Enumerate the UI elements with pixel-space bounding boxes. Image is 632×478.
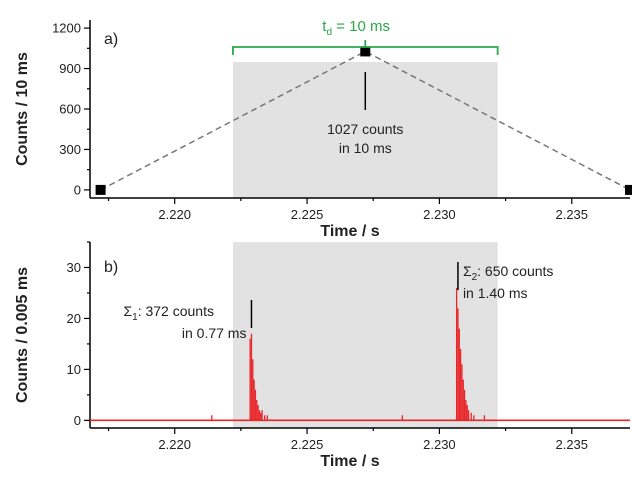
panel-a: 2.220 2.225 2.230 2.235 0 300 600 900 1200 Time /… — [14, 18, 632, 240]
y-tick-label: 30 — [67, 260, 81, 275]
x-tick-label: 2.235 — [555, 207, 588, 222]
y-tick-label: 600 — [59, 102, 81, 117]
data-point — [95, 184, 106, 195]
data-bar — [401, 415, 404, 421]
data-bar — [455, 287, 458, 421]
data-point — [625, 184, 632, 195]
y-axis-title: Counts / 10 ms — [14, 52, 31, 166]
data-bar — [459, 349, 462, 421]
data-bar — [463, 389, 466, 421]
x-axis-title: Time / s — [320, 223, 379, 240]
data-bar — [266, 415, 269, 421]
y-tick-label: 0 — [74, 413, 81, 428]
annotation-text: in 10 ms — [339, 140, 392, 156]
data-bar — [254, 389, 257, 421]
x-axis-title: Time / s — [320, 453, 379, 470]
x-tick-label: 2.235 — [555, 437, 588, 452]
annotation-text: in 1.40 ms — [463, 285, 528, 301]
y-tick-label: 300 — [59, 142, 81, 157]
data-bar — [465, 399, 467, 421]
y-tick-label: 20 — [67, 311, 81, 326]
shaded-region — [232, 242, 498, 428]
annotation-sigma-2: Σ2: 650 counts — [463, 263, 554, 283]
data-bar — [252, 359, 254, 421]
data-bar — [211, 415, 213, 421]
y-tick-label: 1200 — [52, 21, 81, 36]
x-tick-label: 2.220 — [158, 207, 191, 222]
data-bar — [458, 328, 460, 421]
panel-label: a) — [104, 31, 118, 48]
data-point — [360, 46, 371, 57]
x-tick-label: 2.225 — [291, 207, 324, 222]
data-bar — [470, 412, 472, 421]
data-bar — [466, 405, 468, 421]
data-bar — [256, 399, 258, 421]
data-bar — [261, 410, 263, 421]
x-tick-label: 2.230 — [423, 207, 456, 222]
data-bar — [258, 410, 261, 421]
y-tick-label: 10 — [67, 362, 81, 377]
data-bar — [462, 379, 464, 421]
data-bar — [250, 333, 253, 421]
data-bar — [257, 405, 259, 421]
x-tick-label: 2.220 — [158, 437, 191, 452]
y-tick-label: 900 — [59, 61, 81, 76]
panel-label: b) — [104, 259, 118, 276]
annotation-text: in 0.77 ms — [182, 325, 247, 341]
data-bar — [461, 364, 463, 421]
annotation-sigma-1: Σ1: 372 counts — [123, 303, 213, 323]
annotation-text: 1027 counts — [327, 121, 403, 137]
data-bar — [253, 379, 255, 421]
data-bar — [467, 410, 470, 421]
data-bar — [457, 308, 459, 421]
data-bar — [483, 415, 486, 421]
x-tick-label: 2.230 — [423, 437, 456, 452]
td-label: td = 10 ms — [322, 18, 390, 38]
data-bar — [264, 415, 266, 421]
data-bar — [260, 412, 262, 421]
data-bar — [473, 415, 475, 421]
data-bar — [249, 338, 251, 421]
panel-b: 2.220 2.225 2.230 2.235 0 10 20 30 Time / s Count… — [14, 241, 630, 470]
y-axis-title: Counts / 0.005 ms — [14, 267, 31, 403]
y-tick-label: 0 — [74, 182, 81, 197]
x-tick-label: 2.225 — [291, 437, 324, 452]
